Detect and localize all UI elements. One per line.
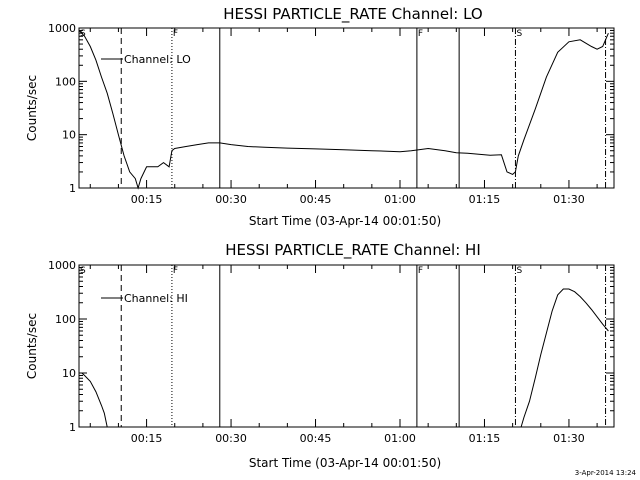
y-tick-label: 100 — [55, 75, 76, 88]
y-tick-label: 100 — [55, 313, 76, 326]
x-tick-label: 01:15 — [469, 432, 501, 445]
x-tick-label: 00:45 — [300, 193, 332, 206]
event-annotation: S — [516, 29, 522, 39]
legend: Channel: HI — [101, 292, 188, 305]
y-axis-label: Counts/sec — [25, 313, 39, 379]
data-series-line — [520, 288, 609, 428]
event-annotation: F — [173, 29, 178, 39]
lo-channel-plot: HESSI PARTICLE_RATE Channel: LO Counts/s… — [25, 5, 615, 228]
event-annotation: F — [173, 266, 178, 276]
plot-frame — [78, 264, 615, 428]
x-tick-label: 01:30 — [553, 432, 585, 445]
data-series-line — [78, 30, 609, 190]
event-annotation: S — [516, 266, 522, 276]
y-tick-label: 1000 — [48, 22, 76, 35]
x-tick-label: 01:00 — [384, 432, 416, 445]
x-tick-label: 00:45 — [300, 432, 332, 445]
x-tick-label: 01:15 — [469, 193, 501, 206]
y-axis-label: Counts/sec — [25, 75, 39, 141]
hi-channel-plot: HESSI PARTICLE_RATE Channel: HI Counts/s… — [25, 241, 615, 470]
x-tick-label: 00:15 — [131, 432, 163, 445]
legend-label: Channel: LO — [124, 53, 191, 66]
x-tick-label: 01:00 — [384, 193, 416, 206]
event-annotation: F — [418, 29, 423, 39]
chart-title: HESSI PARTICLE_RATE Channel: HI — [225, 241, 481, 260]
legend-label: Channel: HI — [124, 292, 188, 305]
y-tick-label: 10 — [62, 129, 76, 142]
y-tick-label: 1000 — [48, 259, 76, 272]
event-annotation: S — [80, 266, 86, 276]
x-tick-label: 00:30 — [215, 193, 247, 206]
timestamp-label: 3-Apr-2014 13:24 — [575, 469, 637, 477]
x-tick-label: 00:15 — [131, 193, 163, 206]
data-series-line — [79, 372, 108, 428]
y-tick-label: 10 — [62, 367, 76, 380]
event-annotation: F — [418, 266, 423, 276]
legend: Channel: LO — [101, 53, 191, 66]
x-axis-label: Start Time (03-Apr-14 00:01:50) — [249, 214, 441, 228]
y-tick-label: 1 — [69, 421, 76, 434]
x-tick-label: 01:30 — [553, 193, 585, 206]
x-tick-label: 00:30 — [215, 432, 247, 445]
chart-title: HESSI PARTICLE_RATE Channel: LO — [223, 5, 482, 24]
y-tick-label: 1 — [69, 182, 76, 195]
plot-frame — [78, 27, 615, 189]
x-axis-label: Start Time (03-Apr-14 00:01:50) — [249, 456, 441, 470]
